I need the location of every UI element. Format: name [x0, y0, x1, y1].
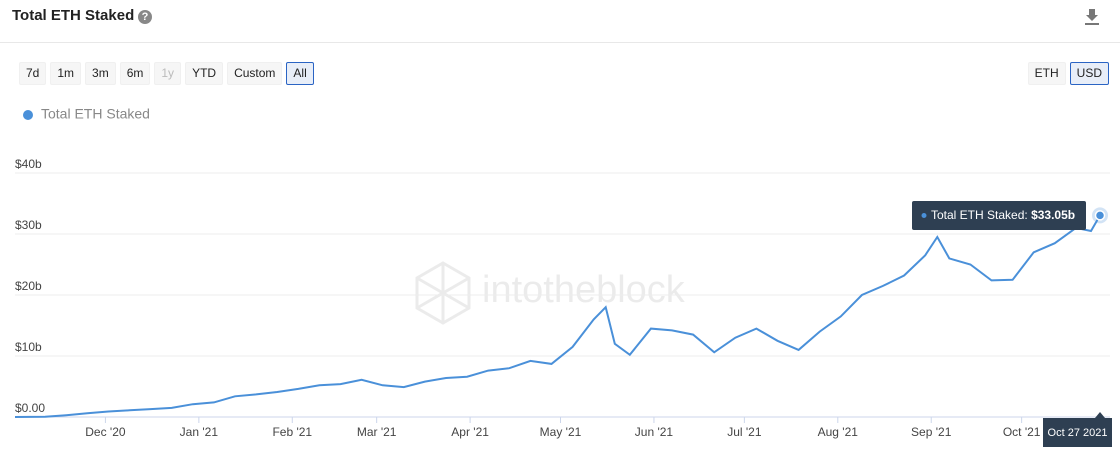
button[interactable]: Custom	[227, 62, 283, 85]
button: 1y	[154, 62, 182, 85]
tooltip-text: Total ETH Staked: $33.05b	[931, 208, 1075, 222]
date-pointer	[1095, 412, 1105, 418]
date-label: Oct 27 2021	[1048, 427, 1108, 439]
tooltip-label: Total ETH Staked:	[931, 208, 1028, 222]
x-tick-label: Jun '21	[635, 425, 674, 439]
button[interactable]: 7d	[19, 62, 47, 85]
download-icon[interactable]	[1084, 8, 1100, 26]
x-tick-label: Dec '20	[85, 425, 126, 439]
tooltip-dot	[921, 213, 927, 218]
legend-label: Total ETH Staked	[41, 106, 150, 122]
x-tick-label: Jan '21	[180, 425, 219, 439]
y-tick-label: $10b	[15, 340, 42, 354]
x-tick-label: Mar '21	[357, 425, 397, 439]
y-tick-label: $0.00	[15, 401, 45, 415]
divider	[0, 42, 1120, 43]
button[interactable]: ETH	[1027, 62, 1066, 85]
watermark: intotheblock	[415, 261, 686, 325]
button[interactable]: 3m	[85, 62, 116, 85]
series-line	[14, 214, 1101, 418]
range-buttons: 7d 1m 3m 6m 1y YTD Custom All	[19, 62, 314, 85]
y-tick-label: $40b	[15, 157, 42, 171]
watermark-text: intotheblock	[482, 269, 686, 311]
x-tick-label: Feb '21	[272, 425, 312, 439]
x-tick-label: Jul '21	[727, 425, 762, 439]
button[interactable]: All	[286, 62, 314, 85]
unit-buttons: ETH USD	[1027, 62, 1109, 85]
page-title: Total ETH Staked	[12, 7, 135, 24]
tooltip-box	[912, 201, 1086, 230]
button[interactable]: 1m	[50, 62, 82, 85]
x-tick-label: Sep '21	[911, 425, 952, 439]
button[interactable]: 6m	[119, 62, 151, 85]
help-icon[interactable]: ?	[138, 10, 152, 24]
hover-point	[1094, 210, 1106, 221]
x-tick-label: May '21	[540, 425, 582, 439]
x-tick-label: Oct '21	[1003, 425, 1041, 439]
date-box	[1043, 418, 1112, 447]
x-tick-label: Aug '21	[818, 425, 859, 439]
y-tick-label: $30b	[15, 218, 42, 232]
button[interactable]: USD	[1069, 62, 1109, 85]
y-tick-label: $20b	[15, 279, 42, 293]
x-tick-label: Apr '21	[451, 425, 489, 439]
tooltip-value: $33.05b	[1031, 208, 1075, 222]
legend-marker	[23, 110, 33, 120]
button[interactable]: YTD	[185, 62, 224, 85]
